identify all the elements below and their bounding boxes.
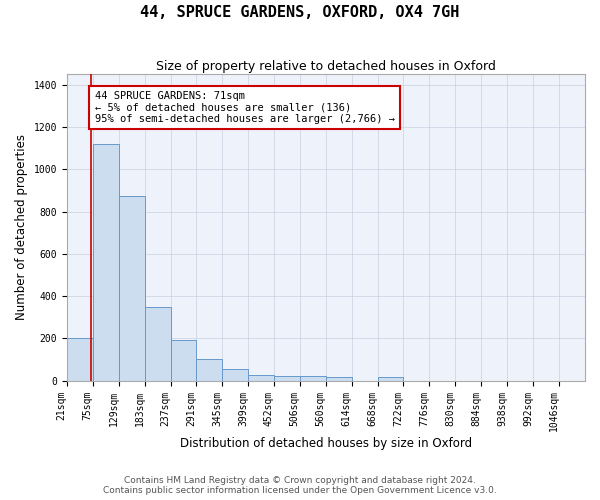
Y-axis label: Number of detached properties: Number of detached properties xyxy=(15,134,28,320)
Bar xyxy=(326,378,352,380)
Text: 44, SPRUCE GARDENS, OXFORD, OX4 7GH: 44, SPRUCE GARDENS, OXFORD, OX4 7GH xyxy=(140,5,460,20)
Bar xyxy=(93,144,119,380)
Bar xyxy=(377,378,403,380)
Title: Size of property relative to detached houses in Oxford: Size of property relative to detached ho… xyxy=(156,60,496,73)
Bar xyxy=(196,360,223,380)
Bar xyxy=(119,196,145,380)
Bar xyxy=(274,376,300,380)
Text: 44 SPRUCE GARDENS: 71sqm
← 5% of detached houses are smaller (136)
95% of semi-d: 44 SPRUCE GARDENS: 71sqm ← 5% of detache… xyxy=(95,91,395,124)
Bar xyxy=(300,376,326,380)
Bar xyxy=(170,340,196,380)
Bar xyxy=(145,306,170,380)
Bar xyxy=(248,376,274,380)
Bar xyxy=(67,338,93,380)
X-axis label: Distribution of detached houses by size in Oxford: Distribution of detached houses by size … xyxy=(180,437,472,450)
Text: Contains HM Land Registry data © Crown copyright and database right 2024.
Contai: Contains HM Land Registry data © Crown c… xyxy=(103,476,497,495)
Bar xyxy=(223,369,248,380)
